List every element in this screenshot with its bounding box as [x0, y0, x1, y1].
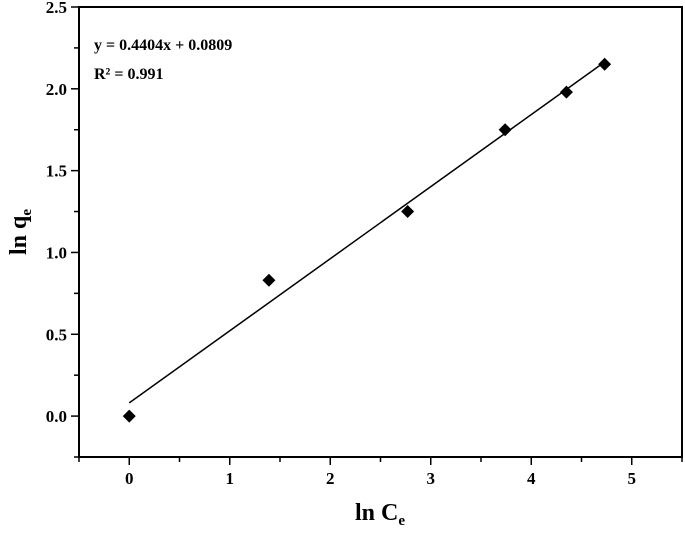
r-squared-annotation: R² = 0.991	[94, 66, 163, 83]
data-point	[598, 57, 612, 71]
x-tick-label: 3	[427, 469, 436, 488]
y-tick-label: 1.0	[46, 243, 67, 262]
plot-frame	[78, 6, 683, 458]
data-point	[122, 409, 136, 423]
x-axis-title: ln Ce	[355, 500, 405, 529]
x-tick-label: 4	[527, 469, 536, 488]
fit-line	[128, 61, 606, 404]
data-points	[122, 57, 612, 423]
data-point	[498, 123, 512, 137]
y-tick-label: 2.5	[46, 0, 67, 17]
x-tick-label: 5	[628, 469, 637, 488]
x-tick-label: 0	[125, 469, 134, 488]
y-tick-label: 2.0	[46, 80, 67, 99]
x-axis-title-main: ln C	[355, 500, 398, 526]
y-tick-label: 0.0	[46, 407, 67, 426]
y-tick-label: 0.5	[46, 325, 67, 344]
equation-annotation: y = 0.4404x + 0.0809	[94, 37, 232, 54]
data-point	[262, 273, 276, 287]
data-point	[401, 205, 415, 219]
y-axis-title: ln qe	[6, 209, 35, 255]
y-axis-title-sub: e	[19, 209, 35, 216]
y-tick-label: 1.5	[46, 162, 67, 181]
data-point	[559, 85, 573, 99]
y-axis-ticks: 0.0 0.5 1.0 1.5 2.0 2.5	[46, 0, 79, 458]
x-axis-title-sub: e	[398, 513, 405, 529]
y-axis-title-main: ln q	[6, 215, 32, 255]
x-axis-ticks: 0 1 2 3 4 5	[78, 457, 683, 488]
x-tick-label: 1	[226, 469, 235, 488]
fit-line-group	[128, 61, 606, 404]
x-tick-label: 2	[326, 469, 335, 488]
